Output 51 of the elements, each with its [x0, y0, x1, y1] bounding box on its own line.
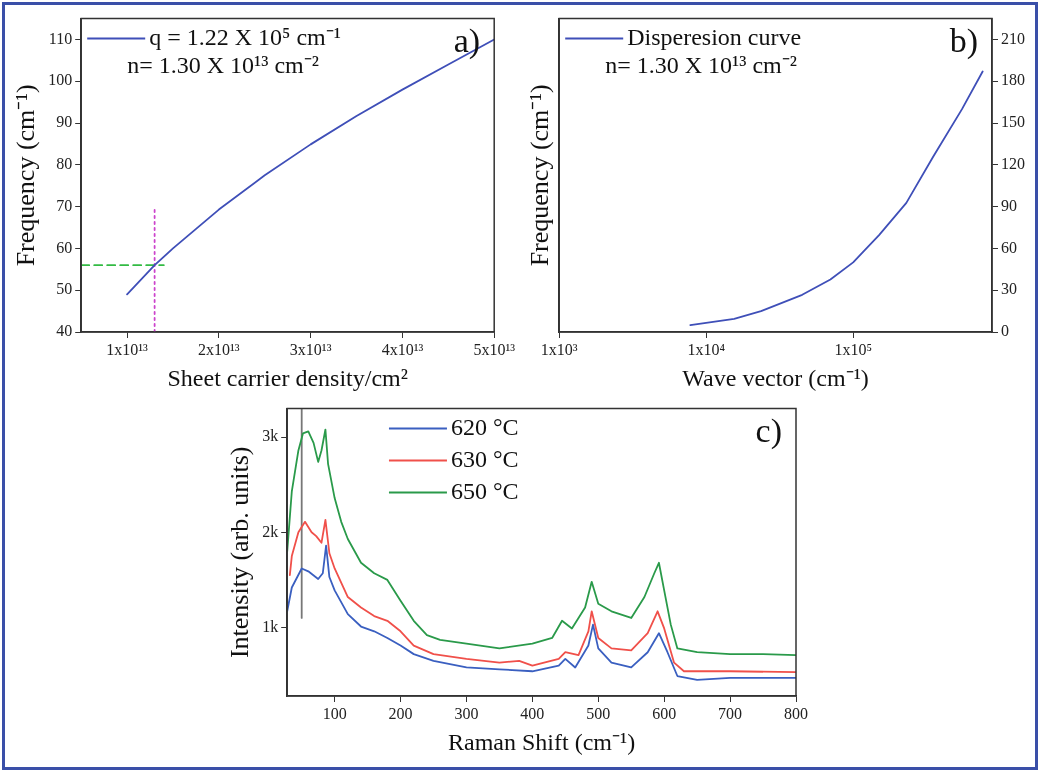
y-axis-title: Frequency (cm⁻¹) [11, 84, 41, 267]
annotation: n= 1.30 X 10¹³ cm⁻² [127, 51, 319, 78]
annotation: c) [755, 411, 782, 450]
legend-label: 630 °C [450, 445, 519, 472]
x-tick-label: 100 [322, 704, 347, 722]
x-axis-title: Wave vector (cm⁻¹) [682, 364, 869, 391]
y2-tick-label: 0 [1001, 322, 1009, 340]
x-tick-label: 700 [718, 704, 743, 722]
x-axis-title: Raman Shift (cm⁻¹) [448, 728, 636, 755]
x-tick-label: 300 [454, 704, 479, 722]
annotation: n= 1.30 X 10¹³ cm⁻² [605, 51, 797, 78]
x-tick-label: 1x10⁴ [687, 340, 726, 358]
x-tick-label: 1x10⁵ [834, 340, 872, 358]
annotation: b) [949, 21, 978, 60]
y-tick-label: 100 [48, 71, 73, 89]
x-tick-label: 3x10¹³ [289, 340, 332, 358]
y2-tick-label: 60 [1001, 238, 1017, 256]
y-tick-label: 110 [48, 29, 73, 47]
y2-tick-label: 180 [1001, 71, 1025, 89]
legend-label: 620 °C [450, 413, 519, 440]
x-tick-label: 600 [652, 704, 677, 722]
x-axis-title: Sheet carrier density/cm² [167, 364, 408, 391]
y-tick-label: 60 [56, 238, 73, 256]
y-tick-label: 80 [56, 155, 73, 173]
y2-tick-label: 210 [1001, 29, 1025, 47]
x-tick-label: 200 [388, 704, 413, 722]
y2-tick-label: 150 [1001, 113, 1025, 131]
x-tick-label: 2x10¹³ [198, 340, 240, 358]
y-tick-label: 1k [262, 617, 279, 635]
annotation: a) [453, 21, 481, 60]
x-tick-label: 800 [784, 704, 808, 722]
y-tick-label: 90 [56, 113, 73, 131]
x-tick-label: 4x10¹³ [381, 340, 424, 358]
x-tick-label: 500 [586, 704, 611, 722]
y2-tick-label: 30 [1001, 280, 1017, 298]
y-tick-label: 50 [56, 280, 73, 298]
y-tick-label: 70 [56, 196, 73, 214]
x-tick-label: 1x10¹³ [106, 340, 149, 358]
y-axis-title: Intensity (arb. units) [225, 446, 255, 659]
y-tick-label: 2k [262, 522, 279, 540]
legend-label: Disperesion curve [627, 23, 802, 50]
y-axis-title: Frequency (cm⁻¹) [525, 84, 555, 267]
x-tick-label: 400 [520, 704, 545, 722]
legend-label: q = 1.22 X 10⁵ cm⁻¹ [149, 23, 341, 50]
y-tick-label: 40 [56, 322, 73, 340]
y2-tick-label: 120 [1001, 155, 1025, 173]
legend-label: 650 °C [450, 477, 519, 504]
x-tick-label: 1x10³ [540, 340, 578, 358]
y2-tick-label: 90 [1001, 196, 1017, 214]
x-tick-label: 5x10¹³ [473, 340, 516, 358]
y-tick-label: 3k [262, 427, 279, 445]
